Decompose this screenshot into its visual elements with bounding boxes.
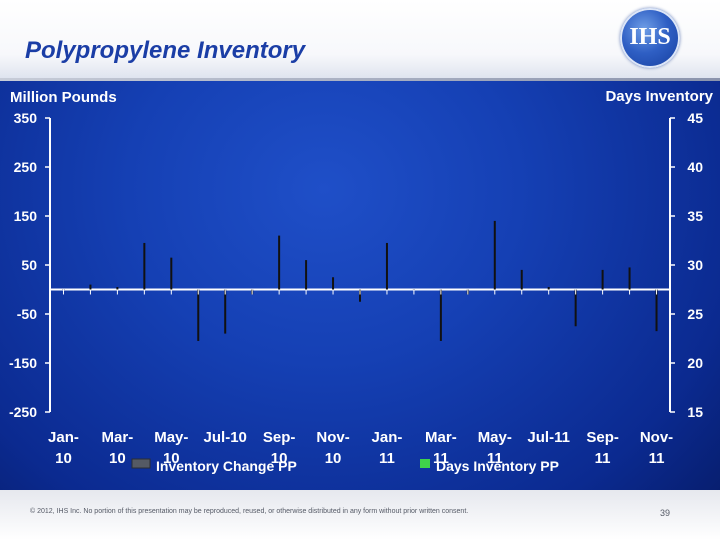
x-tick-label: May- (154, 429, 188, 446)
bar (332, 277, 335, 290)
bar (224, 289, 227, 334)
x-tick-label: Mar- (425, 429, 457, 446)
slide-title: Polypropylene Inventory (25, 37, 306, 64)
y-left-tick-label: 50 (21, 257, 37, 273)
x-tick-label: 11 (595, 450, 611, 467)
legend: Inventory Change PP Days Inventory PP (131, 458, 559, 474)
copyright-notice: © 2012, IHS Inc. No portion of this pres… (30, 508, 469, 515)
bar (197, 289, 200, 341)
x-tick-label: 11 (379, 450, 395, 467)
bar (439, 289, 442, 341)
x-tick-label: 10 (325, 450, 342, 467)
y-right-tick-label: 40 (687, 159, 703, 175)
x-tick-label: 10 (271, 450, 288, 467)
bar (655, 289, 658, 332)
y-right-tick-label: 20 (687, 355, 703, 371)
bar (305, 260, 308, 290)
bar (170, 257, 173, 290)
x-tick-label: 10 (163, 450, 180, 467)
header-divider (0, 78, 720, 81)
bar (89, 284, 92, 290)
bar (116, 287, 119, 290)
x-tick-label: Nov- (316, 429, 349, 446)
bar (359, 289, 361, 302)
x-tick-label: 10 (55, 450, 72, 467)
bar (574, 289, 577, 327)
y-left-tick-label: -250 (9, 404, 37, 420)
bar (520, 269, 523, 290)
y-left-axis-label: Million Pounds (10, 89, 117, 106)
x-tick-label: Jan- (48, 429, 79, 446)
legend-swatch-days-inventory (420, 459, 430, 468)
bar (628, 267, 631, 290)
x-tick-label: Mar- (102, 429, 134, 446)
bar (601, 269, 604, 290)
x-tick-label: 11 (649, 450, 665, 467)
x-tick-label: Jul-11 (527, 429, 570, 446)
bar (385, 242, 388, 290)
y-left-tick-label: -50 (17, 306, 37, 322)
bar (143, 242, 146, 290)
legend-swatch-inventory-change (131, 458, 151, 469)
bar (547, 287, 550, 290)
x-tick-label: Sep- (586, 429, 619, 446)
y-right-tick-label: 25 (687, 306, 703, 322)
x-tick-label: 10 (109, 450, 126, 467)
y-right-tick-label: 30 (687, 257, 703, 273)
x-tick-label: 11 (487, 450, 503, 467)
y-right-tick-label: 15 (687, 404, 703, 420)
y-right-axis-label: Days Inventory (605, 88, 713, 105)
ihs-logo-text: IHS (629, 24, 671, 50)
bar (278, 235, 281, 290)
page-number: 39 (660, 508, 671, 518)
y-left-tick-label: 250 (14, 159, 38, 175)
bar (493, 220, 496, 290)
x-tick-label: Jan- (372, 429, 403, 446)
header-band (0, 0, 720, 78)
y-right-tick-label: 45 (687, 110, 703, 126)
legend-label-inventory-change: Inventory Change PP (156, 458, 297, 474)
y-left-tick-label: 150 (14, 208, 38, 224)
x-tick-label: Jul-10 (204, 429, 247, 446)
footer-band (0, 490, 720, 540)
ihs-logo (620, 8, 680, 68)
y-right-tick-label: 35 (687, 208, 703, 224)
y-left-tick-label: 350 (14, 110, 38, 126)
x-tick-label: May- (478, 429, 512, 446)
y-left-tick-label: -150 (9, 355, 37, 371)
legend-label-days-inventory: Days Inventory PP (436, 458, 559, 474)
x-tick-label: Sep- (263, 429, 296, 446)
x-tick-label: 11 (433, 450, 449, 467)
x-tick-label: Nov- (640, 429, 673, 446)
